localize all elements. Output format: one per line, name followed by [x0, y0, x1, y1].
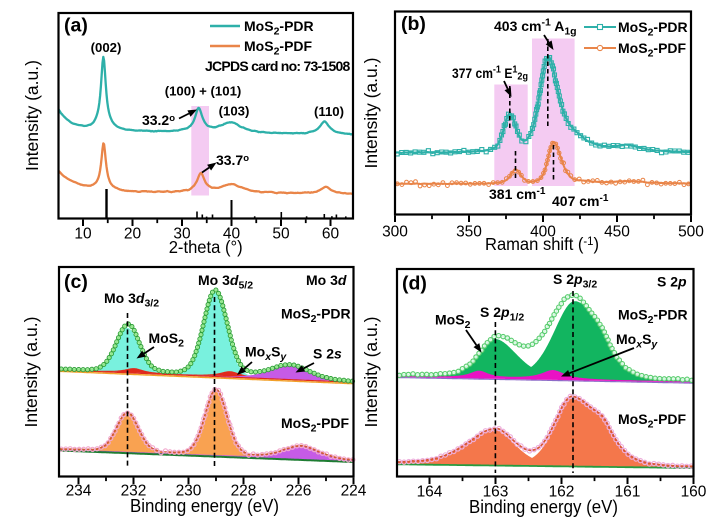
svg-text:33.7o: 33.7o [216, 152, 249, 168]
svg-text:232: 232 [121, 483, 147, 500]
svg-text:Intensity (a.u.): Intensity (a.u.) [361, 317, 381, 428]
svg-text:(002): (002) [91, 40, 122, 55]
svg-text:S 2s: S 2s [313, 346, 342, 362]
svg-text:Binding energy (eV): Binding energy (eV) [469, 497, 618, 517]
svg-text:381 cm-1: 381 cm-1 [489, 186, 546, 202]
svg-text:MoS2-PDR: MoS2-PDR [618, 307, 688, 327]
svg-text:224: 224 [341, 483, 367, 500]
svg-text:234: 234 [66, 483, 92, 500]
svg-text:300: 300 [382, 224, 408, 241]
svg-text:MoS2-PDR: MoS2-PDR [281, 306, 351, 326]
svg-text:Intensity (a.u.): Intensity (a.u.) [21, 317, 41, 428]
svg-text:(110): (110) [314, 104, 344, 119]
svg-text:Raman shift (-1): Raman shift (-1) [485, 234, 599, 254]
svg-text:400: 400 [530, 224, 556, 241]
svg-text:230: 230 [176, 483, 202, 500]
svg-text:MoS2: MoS2 [435, 312, 471, 332]
svg-text:MoxSy: MoxSy [245, 344, 287, 364]
svg-text:(103): (103) [219, 104, 250, 119]
svg-text:MoxSy: MoxSy [616, 331, 658, 351]
svg-text:20: 20 [124, 226, 142, 243]
svg-text:350: 350 [456, 224, 482, 241]
svg-text:(a): (a) [64, 15, 88, 37]
svg-text:2-theta (°): 2-theta (°) [169, 237, 243, 257]
svg-text:MoS2-PDF: MoS2-PDF [244, 38, 313, 58]
svg-text:450: 450 [604, 224, 630, 241]
svg-text:228: 228 [231, 483, 257, 500]
svg-text:MoS2-PDR: MoS2-PDR [244, 18, 314, 38]
svg-text:MoS2: MoS2 [149, 330, 185, 350]
svg-text:500: 500 [678, 224, 704, 241]
svg-text:Intensity (a.u.): Intensity (a.u.) [22, 60, 42, 171]
svg-text:10: 10 [74, 226, 92, 243]
svg-text:226: 226 [286, 483, 312, 500]
svg-text:160: 160 [681, 484, 707, 501]
svg-text:(100) + (101): (100) + (101) [165, 84, 242, 99]
svg-text:377 cm-1 E12g: 377 cm-1 E12g [452, 64, 528, 83]
svg-text:(d): (d) [402, 273, 427, 295]
svg-text:S 2p: S 2p [657, 274, 687, 290]
svg-text:162: 162 [549, 484, 575, 501]
svg-text:407 cm-1: 407 cm-1 [552, 193, 609, 209]
svg-text:33.2o: 33.2o [142, 112, 175, 128]
svg-text:MoS2-PDF: MoS2-PDF [618, 411, 687, 431]
svg-text:50: 50 [272, 226, 290, 243]
svg-text:60: 60 [322, 226, 340, 243]
svg-text:30: 30 [173, 226, 191, 243]
svg-text:(c): (c) [64, 271, 88, 293]
svg-text:403 cm-1 A1g: 403 cm-1 A1g [494, 17, 577, 38]
svg-text:163: 163 [483, 484, 509, 501]
svg-text:161: 161 [615, 484, 641, 501]
svg-text:Binding energy (eV): Binding energy (eV) [130, 496, 279, 516]
svg-text:40: 40 [223, 226, 241, 243]
svg-text:MoS2-PDR: MoS2-PDR [618, 19, 688, 39]
svg-text:164: 164 [417, 484, 443, 501]
svg-text:Intensity (a.u.): Intensity (a.u.) [361, 58, 381, 169]
svg-text:(b): (b) [401, 13, 426, 35]
svg-text:MoS2-PDF: MoS2-PDF [618, 40, 687, 60]
svg-text:JCPDS card no: 73-1508: JCPDS card no: 73-1508 [205, 58, 351, 74]
svg-text:Mo 3d: Mo 3d [306, 272, 347, 288]
svg-text:MoS2-PDF: MoS2-PDF [281, 415, 350, 435]
